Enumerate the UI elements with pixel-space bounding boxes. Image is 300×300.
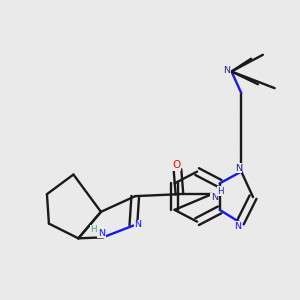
Text: N: N <box>235 164 242 172</box>
Text: N: N <box>98 229 105 238</box>
Text: H: H <box>218 187 224 196</box>
Text: H: H <box>90 225 97 234</box>
Text: N: N <box>211 193 218 202</box>
Text: N: N <box>224 65 230 74</box>
Text: N: N <box>234 222 242 231</box>
Text: N: N <box>134 220 142 229</box>
Text: O: O <box>172 160 180 170</box>
